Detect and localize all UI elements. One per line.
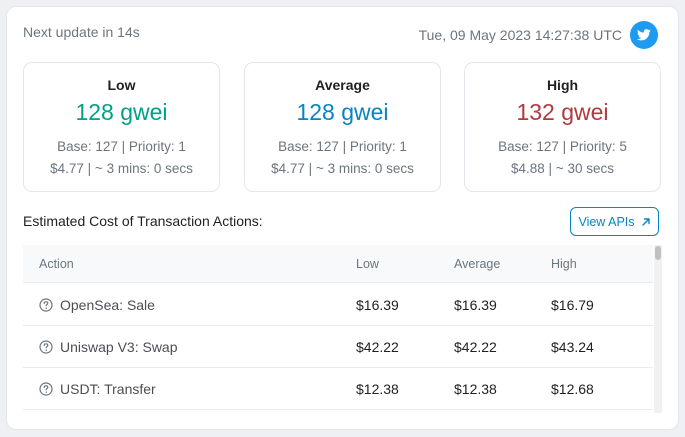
gas-tier-low: Low 128 gwei Base: 127 | Priority: 1 $4.… [23, 62, 220, 192]
cost-high: $16.79 [551, 297, 594, 313]
next-update-countdown: Next update in 14s [23, 24, 140, 40]
table-header: Action Low Average High [23, 245, 653, 283]
cost-low: $12.38 [356, 381, 399, 397]
gas-tier-average: Average 128 gwei Base: 127 | Priority: 1… [244, 62, 441, 192]
question-circle-icon[interactable] [39, 382, 53, 396]
question-circle-icon[interactable] [39, 340, 53, 354]
view-apis-label: View APIs [578, 214, 635, 229]
action-cell: OpenSea: Sale [39, 297, 155, 313]
view-apis-button[interactable]: View APIs [570, 207, 659, 236]
tier-label: Average [315, 77, 370, 93]
question-circle-icon[interactable] [39, 298, 53, 312]
tier-cost-time: $4.77 | ~ 3 mins: 0 secs [50, 161, 193, 176]
column-header-low: Low [356, 257, 379, 271]
table-row: USDT: Transfer $12.38 $12.38 $12.68 [23, 368, 653, 410]
actions-cost-table: Action Low Average High OpenSea: Sale $1… [23, 245, 661, 413]
cost-high: $43.24 [551, 339, 594, 355]
gas-tier-high: High 132 gwei Base: 127 | Priority: 5 $4… [464, 62, 661, 192]
cost-high: $12.68 [551, 381, 594, 397]
table-scrollbar[interactable] [654, 245, 662, 413]
table-row: Uniswap V3: Swap $42.22 $42.22 $43.24 [23, 326, 653, 368]
cost-average: $16.39 [454, 297, 497, 313]
arrow-up-right-icon [641, 217, 650, 226]
tier-base-priority: Base: 127 | Priority: 5 [498, 139, 627, 154]
tier-base-priority: Base: 127 | Priority: 1 [278, 139, 407, 154]
column-header-action: Action [39, 257, 74, 271]
gas-tracker-card: Next update in 14s Tue, 09 May 2023 14:2… [6, 6, 679, 430]
action-name: Uniswap V3: Swap [60, 339, 178, 355]
table-row: OpenSea: Sale $16.39 $16.39 $16.79 [23, 284, 653, 326]
cost-average: $12.38 [454, 381, 497, 397]
action-cell: USDT: Transfer [39, 381, 156, 397]
twitter-icon [637, 29, 651, 41]
tier-base-priority: Base: 127 | Priority: 1 [57, 139, 186, 154]
tier-cost-time: $4.88 | ~ 30 secs [511, 161, 614, 176]
action-name: USDT: Transfer [60, 381, 156, 397]
tier-gas-price: 128 gwei [75, 99, 168, 125]
action-name: OpenSea: Sale [60, 297, 155, 313]
table-scrollbar-thumb[interactable] [655, 246, 661, 260]
twitter-share-button[interactable] [630, 21, 658, 49]
tier-gas-price: 128 gwei [296, 99, 389, 125]
tier-label: High [546, 77, 579, 93]
cost-average: $42.22 [454, 339, 497, 355]
tier-cost-time: $4.77 | ~ 3 mins: 0 secs [271, 161, 414, 176]
cost-low: $16.39 [356, 297, 399, 313]
cost-low: $42.22 [356, 339, 399, 355]
actions-section-title: Estimated Cost of Transaction Actions: [23, 213, 263, 229]
tier-label: Low [107, 77, 136, 93]
last-updated-timestamp: Tue, 09 May 2023 14:27:38 UTC [418, 27, 622, 43]
column-header-average: Average [454, 257, 501, 271]
tier-gas-price: 132 gwei [516, 99, 609, 125]
action-cell: Uniswap V3: Swap [39, 339, 178, 355]
gas-tracker-header: Next update in 14s Tue, 09 May 2023 14:2… [23, 21, 658, 51]
column-header-high: High [551, 257, 577, 271]
